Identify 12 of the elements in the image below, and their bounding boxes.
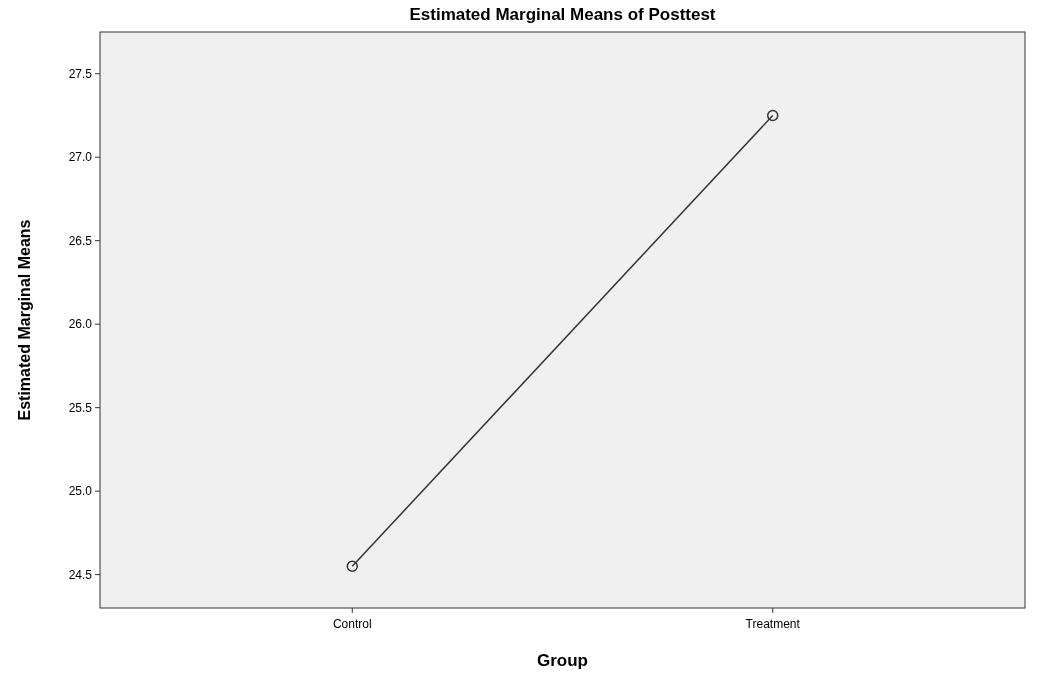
x-tick-label: Control (332, 617, 372, 631)
chart-title: Estimated Marginal Means of Posttest (409, 5, 716, 24)
y-axis-title: Estimated Marginal Means (16, 219, 33, 421)
y-tick-label: 26.0 (68, 317, 93, 332)
y-tick-label: 27.0 (68, 150, 93, 165)
y-tick-label: 25.0 (68, 484, 93, 499)
y-tick-label: 27.5 (68, 66, 93, 81)
y-tick-label: 24.5 (68, 567, 93, 582)
y-tick-label: 26.5 (68, 233, 93, 248)
x-tick-label: Treatment (745, 617, 801, 631)
x-axis-title: Group (537, 651, 588, 670)
y-tick-label: 25.5 (68, 400, 93, 415)
